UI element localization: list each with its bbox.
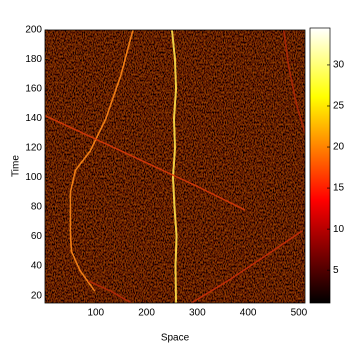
y-tick-label: 120 — [25, 143, 42, 154]
colorbar-tick-label: 30 — [333, 60, 345, 71]
y-axis-label: Time — [11, 155, 22, 177]
colorbar-tick-label: 15 — [333, 183, 345, 194]
y-tick-label: 160 — [25, 84, 42, 95]
y-tick-label: 200 — [25, 25, 42, 36]
trajectory — [190, 230, 303, 303]
y-tick-label: 80 — [31, 202, 43, 213]
trajectory — [87, 280, 132, 303]
y-tick-label: 180 — [25, 54, 42, 65]
trajectory — [45, 114, 246, 211]
plot-frame — [44, 29, 306, 304]
y-tick-label: 140 — [25, 113, 42, 124]
y-tick-label: 60 — [31, 231, 43, 242]
colorbar — [309, 27, 331, 304]
colorbar-tick-label: 10 — [333, 224, 345, 235]
colorbar-tick-label: 5 — [333, 265, 339, 276]
x-tick-label: 200 — [138, 308, 155, 319]
x-tick-label: 300 — [189, 308, 206, 319]
y-tick-label: 20 — [31, 290, 43, 301]
trajectories — [45, 30, 305, 303]
trajectory — [170, 30, 178, 303]
colorbar-tick-label: 20 — [333, 142, 345, 153]
trajectory — [69, 30, 134, 292]
x-tick-label: 400 — [240, 308, 257, 319]
trajectory — [282, 30, 305, 134]
colorbar-tick-label: 25 — [333, 101, 345, 112]
x-tick-label: 100 — [87, 308, 104, 319]
x-tick-label: 500 — [291, 308, 308, 319]
y-tick-label: 40 — [31, 261, 43, 272]
x-axis-label: Space — [161, 333, 190, 344]
y-tick-label: 100 — [25, 172, 42, 183]
